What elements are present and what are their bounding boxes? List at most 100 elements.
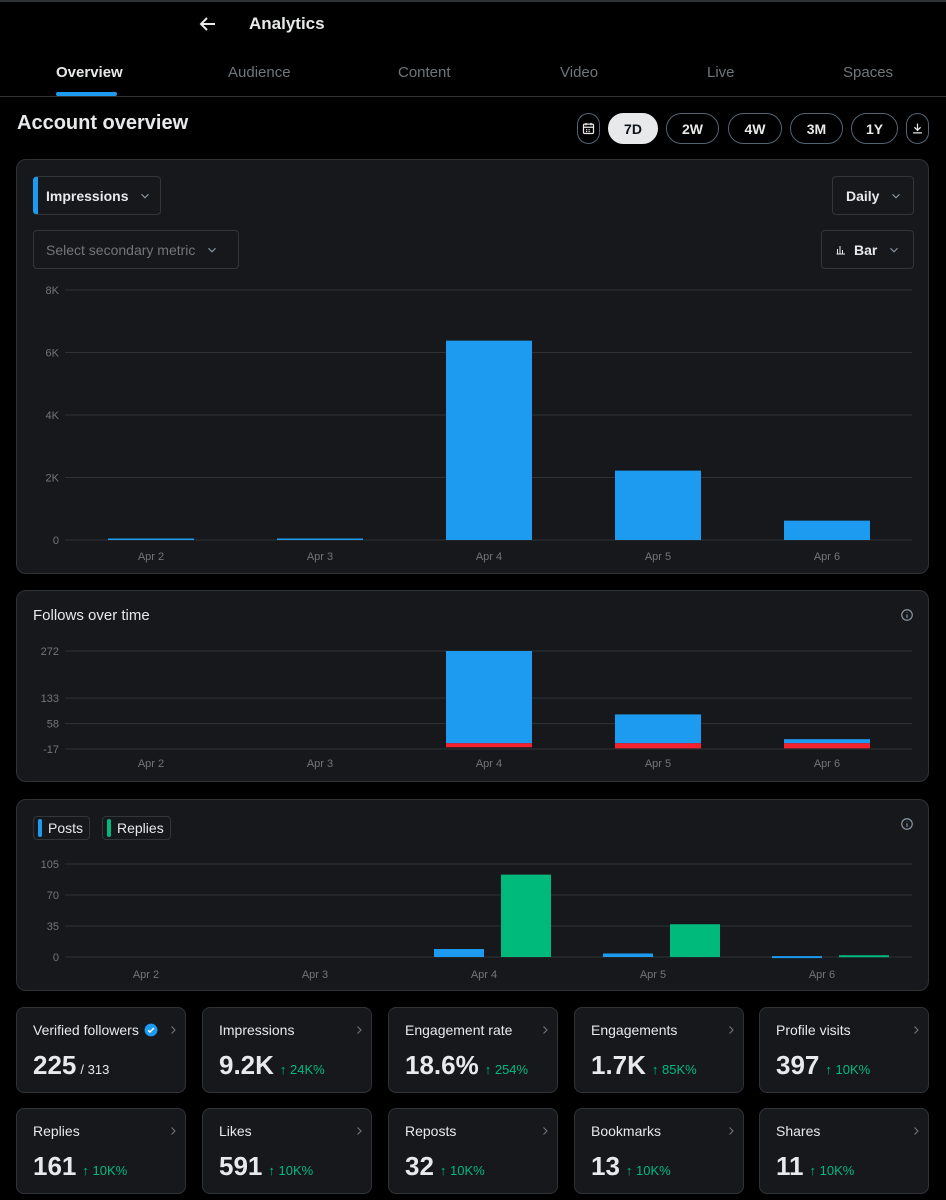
x-tick-label: Apr 5 xyxy=(645,551,671,563)
info-icon[interactable] xyxy=(900,817,914,831)
stat-value-text: 591 xyxy=(219,1151,263,1181)
posts-bar xyxy=(434,949,484,957)
stat-value-text: 161 xyxy=(33,1151,77,1181)
info-icon[interactable] xyxy=(900,608,914,622)
range-2w-button[interactable]: 2W xyxy=(666,113,719,144)
stat-card-replies[interactable]: Replies 161 ↑ 10K% xyxy=(16,1108,186,1194)
x-tick-label: Apr 4 xyxy=(476,758,502,770)
stat-label: Profile visits xyxy=(776,1022,851,1038)
stat-card-reposts[interactable]: Reposts 32 ↑ 10K% xyxy=(388,1108,558,1194)
stat-card-likes[interactable]: Likes 591 ↑ 10K% xyxy=(202,1108,372,1194)
stat-delta: ↑ 10K% xyxy=(439,1163,485,1178)
tab-video[interactable]: Video xyxy=(560,64,599,81)
x-tick-label: Apr 4 xyxy=(471,969,497,981)
stat-delta: ↑ 85K% xyxy=(651,1062,697,1077)
impressions-bar xyxy=(615,470,701,540)
stat-label: Reposts xyxy=(405,1123,456,1139)
primary-metric-dropdown[interactable]: Impressions xyxy=(33,176,161,215)
legend-posts-swatch xyxy=(38,819,42,837)
chevron-right-icon xyxy=(914,1127,919,1135)
stat-label-text: Likes xyxy=(219,1123,252,1139)
follows-bar xyxy=(784,739,870,744)
top-bar: Analytics xyxy=(0,0,946,48)
tab-audience[interactable]: Audience xyxy=(228,64,291,81)
y-tick-label: 4K xyxy=(46,410,60,422)
stat-value-text: 13 xyxy=(591,1151,620,1181)
y-tick-label: 2K xyxy=(46,473,60,485)
stat-delta: ↑ 10K% xyxy=(268,1163,314,1178)
date-picker-button[interactable] xyxy=(577,113,600,144)
stat-value-text: 9.2K xyxy=(219,1050,274,1080)
x-tick-label: Apr 6 xyxy=(814,551,840,563)
stat-card-verified-followers[interactable]: Verified followers 225/ 313 xyxy=(16,1007,186,1093)
tab-overview[interactable]: Overview xyxy=(56,64,123,81)
stat-label-text: Bookmarks xyxy=(591,1123,662,1139)
stat-label: Likes xyxy=(219,1123,252,1139)
stat-delta: ↑ 24K% xyxy=(279,1062,325,1077)
stat-delta: ↑ 10K% xyxy=(82,1163,128,1178)
stat-card-impressions[interactable]: Impressions 9.2K ↑ 24K% xyxy=(202,1007,372,1093)
unfollows-bar xyxy=(784,743,870,749)
y-tick-label: 35 xyxy=(47,921,59,933)
primary-metric-label: Impressions xyxy=(46,187,129,204)
range-7d-button[interactable]: 7D xyxy=(608,113,658,144)
posts-replies-chart-card: Posts Replies 0 35 70 105 Apr 2 Apr 3 Apr 4 Apr… xyxy=(16,799,929,991)
chevron-right-icon xyxy=(357,1127,362,1135)
x-tick-label: Apr 6 xyxy=(809,969,835,981)
stat-label: Engagements xyxy=(591,1022,677,1038)
range-3m-button[interactable]: 3M xyxy=(790,113,843,144)
unfollows-bar xyxy=(615,743,701,749)
stat-card-profile-visits[interactable]: Profile visits 397 ↑ 10K% xyxy=(759,1007,929,1093)
y-tick-label: 272 xyxy=(41,646,59,658)
chart-type-dropdown[interactable]: Bar xyxy=(821,230,914,269)
stat-label-text: Profile visits xyxy=(776,1022,851,1038)
interval-dropdown[interactable]: Daily xyxy=(832,176,914,215)
follows-chart-card: Follows over time -17 58 133 272 Apr 2 Apr 3 A… xyxy=(16,590,929,782)
stat-label: Shares xyxy=(776,1123,820,1139)
stat-value: 32 ↑ 10K% xyxy=(405,1151,485,1182)
chevron-right-icon xyxy=(171,1127,176,1135)
stat-delta: ↑ 10K% xyxy=(625,1163,671,1178)
x-tick-label: Apr 5 xyxy=(640,969,666,981)
chevron-right-icon xyxy=(357,1026,362,1034)
x-tick-label: Apr 3 xyxy=(307,551,333,563)
impressions-bar xyxy=(784,520,870,540)
download-button[interactable] xyxy=(906,113,929,144)
stat-label-text: Reposts xyxy=(405,1123,457,1139)
stat-value: 591 ↑ 10K% xyxy=(219,1151,313,1182)
follows-bar xyxy=(446,651,532,744)
legend-replies-label: Replies xyxy=(117,820,164,836)
y-tick-label: 6K xyxy=(46,348,60,360)
y-tick-label: 8K xyxy=(46,285,60,297)
section-title: Account overview xyxy=(17,112,189,134)
impressions-bar-chart: 0 2K 4K 6K 8K Apr 2 Apr 3 Apr 4 Apr 5 Apr 6 xyxy=(46,285,912,563)
tab-live[interactable]: Live xyxy=(707,64,735,81)
stat-card-engagements[interactable]: Engagements 1.7K ↑ 85K% xyxy=(574,1007,744,1093)
replies-bar xyxy=(670,924,720,957)
tab-spaces[interactable]: Spaces xyxy=(843,64,894,81)
calendar-icon xyxy=(582,122,595,135)
stat-value: 13 ↑ 10K% xyxy=(591,1151,671,1182)
range-4w-button[interactable]: 4W xyxy=(728,113,782,144)
range-1y-button[interactable]: 1Y xyxy=(851,113,898,144)
stat-card-shares[interactable]: Shares 11 ↑ 10K% xyxy=(759,1108,929,1194)
stat-total: / 313 xyxy=(80,1062,110,1077)
posts-bar xyxy=(772,956,822,959)
stat-value-text: 11 xyxy=(776,1151,804,1181)
y-tick-label: 0 xyxy=(53,952,59,964)
stat-card-engagement-rate[interactable]: Engagement rate 18.6% ↑ 254% xyxy=(388,1007,558,1093)
secondary-metric-placeholder: Select secondary metric xyxy=(46,241,196,258)
stat-label: Bookmarks xyxy=(591,1123,661,1139)
x-tick-label: Apr 3 xyxy=(302,969,328,981)
tab-content[interactable]: Content xyxy=(398,64,451,81)
back-arrow-icon[interactable] xyxy=(196,12,220,36)
legend-replies[interactable]: Replies xyxy=(102,816,171,840)
stat-card-bookmarks[interactable]: Bookmarks 13 ↑ 10K% xyxy=(574,1108,744,1194)
x-tick-label: Apr 2 xyxy=(138,758,164,770)
legend-posts[interactable]: Posts xyxy=(33,816,91,840)
stat-label-text: Impressions xyxy=(219,1022,295,1038)
stat-value: 397 ↑ 10K% xyxy=(776,1050,870,1081)
y-tick-label: 58 xyxy=(47,719,59,731)
impressions-chart-card: Impressions Daily Select secondary metri… xyxy=(16,159,929,574)
secondary-metric-dropdown[interactable]: Select secondary metric xyxy=(33,230,239,269)
